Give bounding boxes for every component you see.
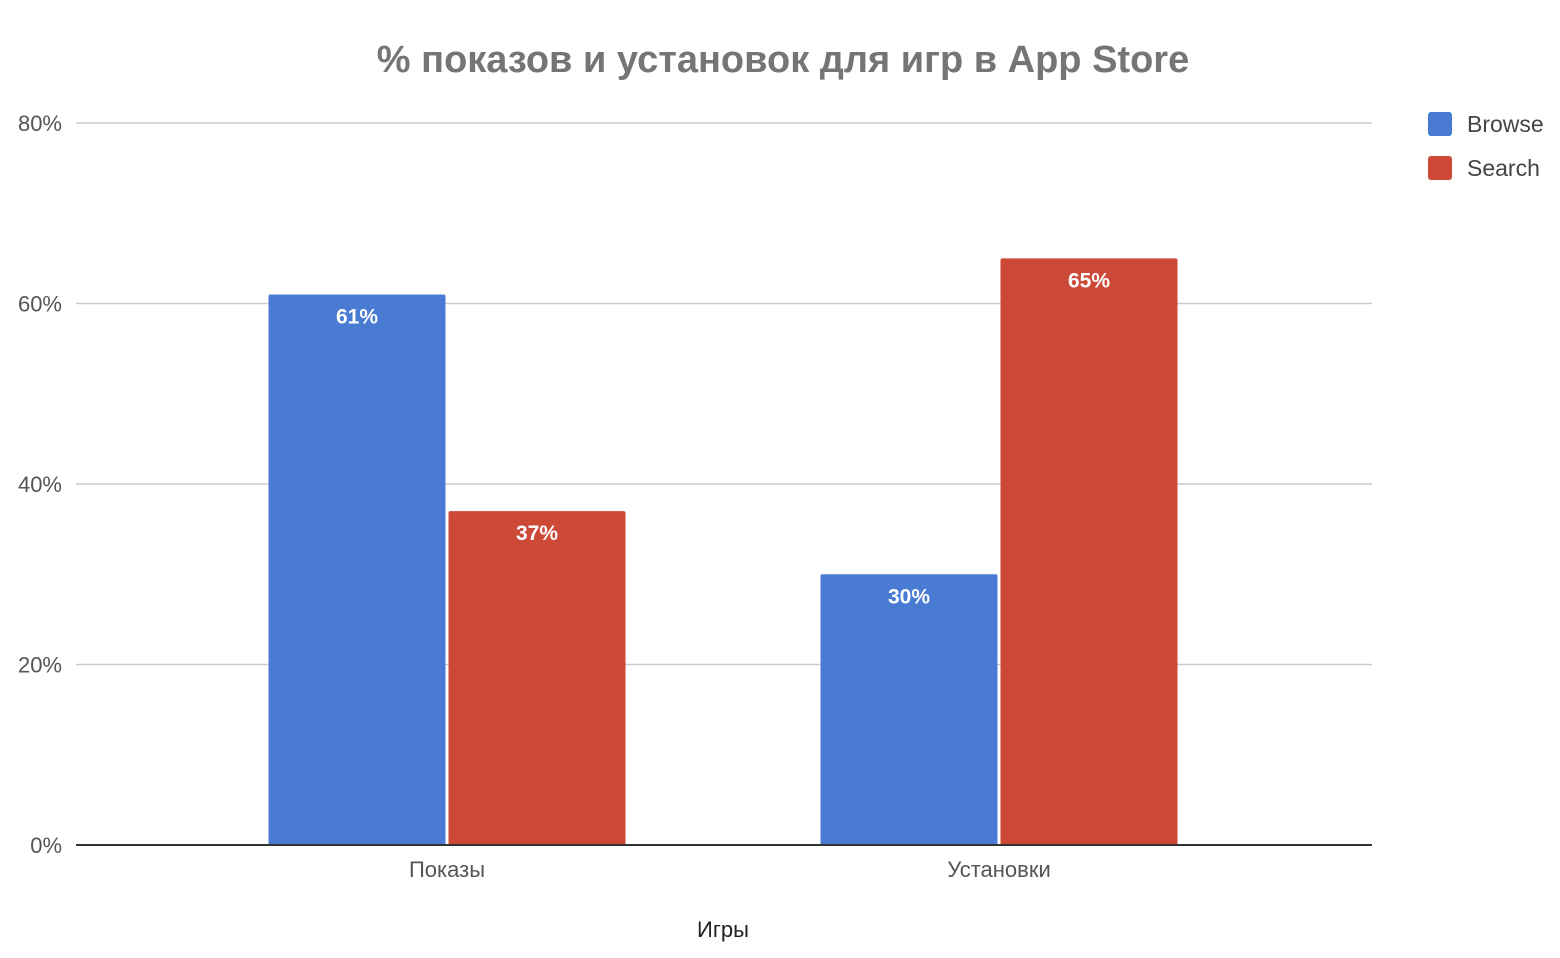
legend-item-search[interactable]: Search [1428, 155, 1540, 181]
legend-item-browse[interactable]: Browse [1428, 111, 1544, 137]
y-tick-label: 0% [30, 833, 62, 858]
legend-swatch [1428, 156, 1452, 180]
y-tick-label: 80% [18, 111, 62, 136]
chart-title: % показов и установок для игр в App Stor… [377, 39, 1189, 81]
legend-swatch [1428, 112, 1452, 136]
y-tick-label: 60% [18, 292, 62, 317]
bar-data-label: 30% [888, 585, 930, 608]
bar-data-labels: 61% 37% 30% 65% [336, 269, 1110, 608]
y-axis-ticks: 0% 20% 40% 60% 80% [18, 111, 62, 858]
bar-data-label: 65% [1068, 269, 1110, 292]
legend-label: Browse [1467, 111, 1544, 137]
bar-search-2[interactable] [1000, 258, 1178, 845]
bars [268, 258, 1178, 846]
bar-data-label: 61% [336, 305, 378, 328]
legend-label: Search [1467, 155, 1540, 181]
x-category-label: Установки [947, 857, 1051, 882]
y-tick-label: 40% [18, 472, 62, 497]
bar-data-label: 37% [516, 522, 558, 545]
x-category-label: Показы [409, 857, 485, 882]
bar-browse-1[interactable] [268, 294, 446, 846]
y-tick-label: 20% [18, 653, 62, 678]
bar-search-1[interactable] [448, 511, 626, 845]
x-axis-categories: Показы Установки [409, 857, 1051, 882]
bar-browse-2[interactable] [820, 574, 998, 845]
x-axis-title: Игры [697, 917, 749, 942]
legend[interactable]: Browse Search [1428, 111, 1544, 181]
